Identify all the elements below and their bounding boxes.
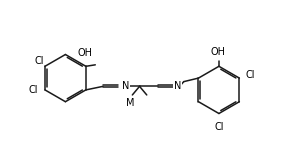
Text: Cl: Cl: [214, 122, 224, 132]
Text: OH: OH: [78, 48, 93, 58]
Text: N: N: [174, 81, 181, 91]
Text: Cl: Cl: [35, 56, 45, 66]
Text: N: N: [122, 81, 129, 91]
Text: M: M: [126, 98, 134, 108]
Text: Cl: Cl: [29, 85, 39, 95]
Text: Cl: Cl: [246, 70, 255, 80]
Text: OH: OH: [211, 47, 226, 57]
